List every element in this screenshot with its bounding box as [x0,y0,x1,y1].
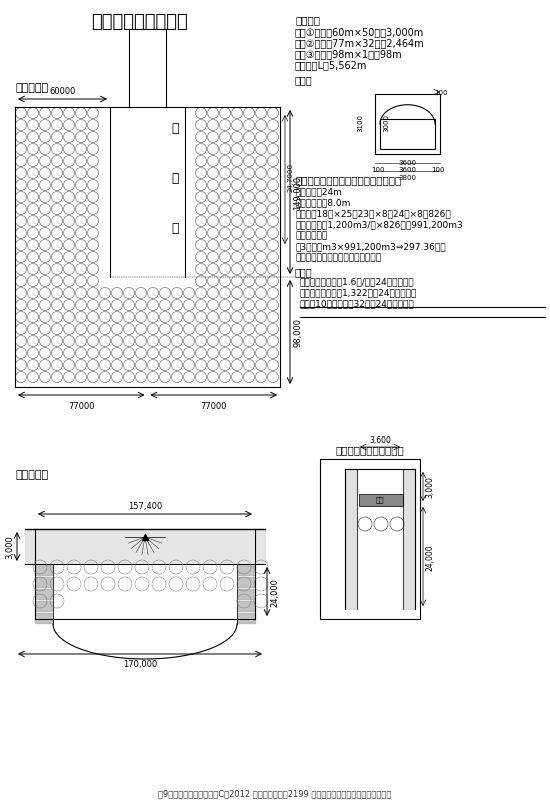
Text: （他とのバランスで調整可能）: （他とのバランスで調整可能） [295,253,381,262]
Text: 77000: 77000 [68,402,95,410]
Text: 3000: 3000 [383,113,389,132]
Text: 【平面図】: 【平面図】 [15,83,48,93]
Text: 100: 100 [431,167,444,173]
Bar [110,108,185,278]
Text: ・改良直径　8.0m: ・改良直径 8.0m [295,198,350,206]
Text: ヤ: ヤ [171,121,179,134]
Text: 3万円／m3×991,200m3⇒297.36億円: 3万円／m3×991,200m3⇒297.36億円 [295,242,446,251]
Text: ・断面: ・断面 [295,75,312,85]
Text: 60000: 60000 [50,87,76,96]
Text: 【地盤改良と導坑】: 【地盤改良と導坑】 [92,13,188,31]
Bar [375,95,440,155]
Text: 【導坑】: 【導坑】 [295,15,320,25]
Text: 157,400: 157,400 [128,501,162,511]
Text: 24,000: 24,000 [425,544,434,570]
Bar [380,120,435,150]
Text: 3600: 3600 [399,160,416,165]
Text: ・造成長　24m: ・造成長 24m [295,187,342,196]
Text: マシン１セットで1,322日（24時間施工）: マシン１セットで1,322日（24時間施工） [300,287,417,296]
Text: 3600: 3600 [399,167,416,173]
Text: 導坑①：延長60m×50本＝3,000m: 導坑①：延長60m×50本＝3,000m [295,27,424,37]
Text: 【地盤改良（マルチジェット工法）】: 【地盤改良（マルチジェット工法）】 [295,175,402,185]
Text: ト: ト [171,221,179,234]
Text: マシン１セットで1.6日/本（24時間施工）: マシン１セットで1.6日/本（24時間施工） [300,277,415,286]
Text: 77000: 77000 [201,402,227,410]
Text: 170,000: 170,000 [123,659,157,668]
Text: 3100: 3100 [357,113,363,132]
Bar [320,459,420,619]
Text: 自走: 自走 [376,496,384,503]
Text: 3,600: 3,600 [369,435,391,444]
Text: 3,000: 3,000 [5,535,14,558]
Text: 100: 100 [371,167,384,173]
Text: 3,000: 3,000 [425,475,434,497]
Text: 【地盤改良施工状況図】: 【地盤改良施工状況図】 [336,444,404,454]
Text: 24,7000: 24,7000 [288,163,294,192]
Text: 24,000: 24,000 [270,577,279,606]
Text: 総延長：L＝5,562m: 総延長：L＝5,562m [295,60,367,70]
Text: ・改良体積　1,200m3/本×826本＝991,200m3: ・改良体積 1,200m3/本×826本＝991,200m3 [295,220,463,229]
Text: 3800: 3800 [399,175,416,181]
Text: マシン10セットで１32日（24時間施工）: マシン10セットで１32日（24時間施工） [300,299,415,308]
Text: ・直接工事費: ・直接工事費 [295,230,327,240]
Text: 100: 100 [434,90,447,96]
Text: 149,000: 149,000 [293,176,302,210]
Bar [359,495,403,507]
Text: ・工期: ・工期 [295,267,312,277]
Text: 導坑②：延長77m×32本＝2,464m: 導坑②：延長77m×32本＝2,464m [295,38,425,48]
Text: 図9：地盤改良と導坑　（C）2012 宇宙戦艦ヤマト2199 製作委員会／前田建設工業株式会社: 図9：地盤改良と導坑 （C）2012 宇宙戦艦ヤマト2199 製作委員会／前田建… [158,788,392,797]
Text: 98,000: 98,000 [293,318,302,347]
Text: 導坑③：延長98m×1本＝98m: 導坑③：延長98m×1本＝98m [295,49,403,59]
Text: 【横断図】: 【横断図】 [15,470,48,479]
Text: マ: マ [171,171,179,184]
Text: ・本数　18本×25＋23本×8＋24本×8＝826本: ・本数 18本×25＋23本×8＋24本×8＝826本 [295,209,451,218]
